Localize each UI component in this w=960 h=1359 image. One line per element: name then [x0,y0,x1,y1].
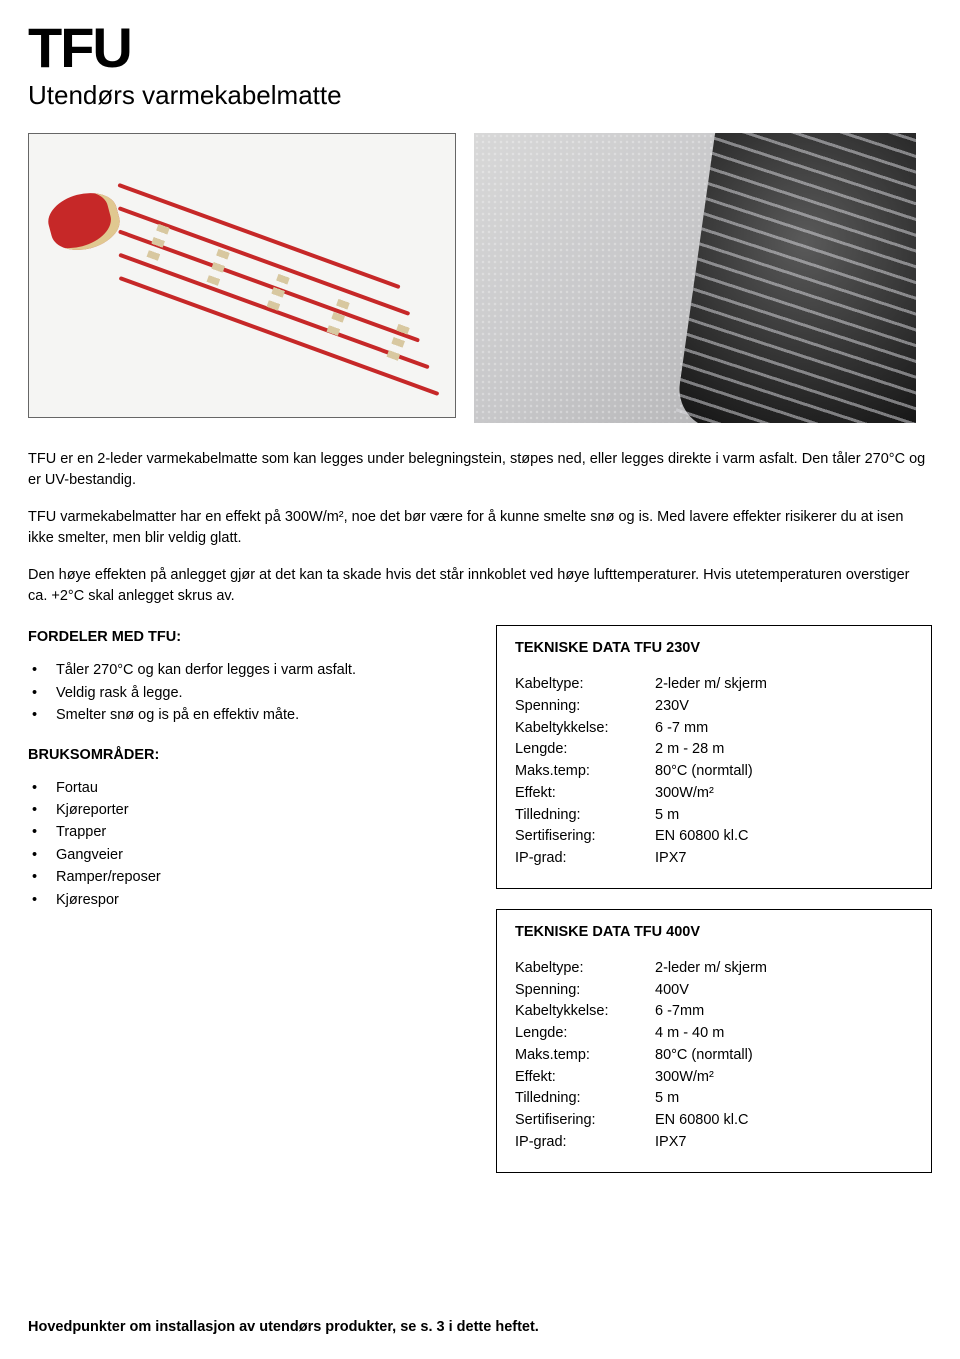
spec-value: 2-leder m/ skjerm [655,674,913,696]
spec-row: Maks.temp:80°C (normtall) [515,761,913,783]
spec-value: 400V [655,980,913,1002]
list-item: Tåler 270°C og kan derfor legges i varm … [56,659,468,681]
spec-label: Maks.temp: [515,761,655,783]
advantages-list: Tåler 270°C og kan derfor legges i varm … [28,659,468,726]
spec-row: Effekt:300W/m² [515,1067,913,1089]
spec-label: IP-grad: [515,848,655,870]
spec-value: 6 -7 mm [655,718,913,740]
spec-label: Kabeltype: [515,674,655,696]
list-item: Kjøreporter [56,799,468,821]
spec-value: 230V [655,696,913,718]
spec-label: Maks.temp: [515,1045,655,1067]
spec-row: Sertifisering:EN 60800 kl.C [515,826,913,848]
left-column: FORDELER MED TFU: Tåler 270°C og kan der… [28,625,468,1193]
spec-label: Sertifisering: [515,826,655,848]
list-item: Smelter snø og is på en effektiv måte. [56,704,468,726]
spec-value: IPX7 [655,848,913,870]
spec-label: Spenning: [515,980,655,1002]
spec-row: Kabeltype:2-leder m/ skjerm [515,674,913,696]
paragraph-3: Den høye effekten på anlegget gjør at de… [28,565,928,607]
usage-heading: BRUKSOMRÅDER: [28,747,468,763]
spec-label: Lengde: [515,739,655,761]
spec-label: Kabeltype: [515,958,655,980]
footer-note: Hovedpunkter om installasjon av utendørs… [28,1319,539,1335]
spec-value: 80°C (normtall) [655,1045,913,1067]
spec-rows-400v: Kabeltype:2-leder m/ skjermSpenning:400V… [515,958,913,1154]
spec-value: EN 60800 kl.C [655,826,913,848]
spec-value: 80°C (normtall) [655,761,913,783]
paragraph-1: TFU er en 2-leder varmekabelmatte som ka… [28,449,928,491]
spec-label: Tilledning: [515,1088,655,1110]
spec-label: Lengde: [515,1023,655,1045]
list-item: Veldig rask å legge. [56,682,468,704]
image-row [28,133,932,423]
spec-value: 4 m - 40 m [655,1023,913,1045]
spec-label: Effekt: [515,1067,655,1089]
list-item: Trapper [56,821,468,843]
two-column-layout: FORDELER MED TFU: Tåler 270°C og kan der… [28,625,932,1193]
spec-label: Spenning: [515,696,655,718]
brand-logo: TFU [28,20,932,76]
spec-value: 300W/m² [655,1067,913,1089]
spec-row: Kabeltykkelse:6 -7mm [515,1001,913,1023]
spec-row: Sertifisering:EN 60800 kl.C [515,1110,913,1132]
spec-row: Tilledning:5 m [515,805,913,827]
spec-value: IPX7 [655,1132,913,1154]
spec-label: Kabeltykkelse: [515,718,655,740]
spec-label: Effekt: [515,783,655,805]
list-item: Fortau [56,777,468,799]
right-column: TEKNISKE DATA TFU 230V Kabeltype:2-leder… [496,625,932,1193]
spec-row: IP-grad:IPX7 [515,1132,913,1154]
spec-value: 2-leder m/ skjerm [655,958,913,980]
spec-rows-230v: Kabeltype:2-leder m/ skjermSpenning:230V… [515,674,913,870]
spec-row: Tilledning:5 m [515,1088,913,1110]
product-image [28,133,456,418]
tech-data-230v-box: TEKNISKE DATA TFU 230V Kabeltype:2-leder… [496,625,932,889]
spec-label: Sertifisering: [515,1110,655,1132]
box-title-230v: TEKNISKE DATA TFU 230V [515,640,913,656]
spec-label: Kabeltykkelse: [515,1001,655,1023]
spec-row: Lengde:4 m - 40 m [515,1023,913,1045]
spec-row: Spenning:230V [515,696,913,718]
spec-value: EN 60800 kl.C [655,1110,913,1132]
spec-value: 5 m [655,1088,913,1110]
spec-row: Kabeltype:2-leder m/ skjerm [515,958,913,980]
spec-row: Lengde:2 m - 28 m [515,739,913,761]
spec-value: 2 m - 28 m [655,739,913,761]
spec-value: 300W/m² [655,783,913,805]
spec-row: Effekt:300W/m² [515,783,913,805]
list-item: Kjørespor [56,889,468,911]
spec-label: Tilledning: [515,805,655,827]
spec-value: 6 -7mm [655,1001,913,1023]
page-subtitle: Utendørs varmekabelmatte [28,80,932,111]
spec-row: Maks.temp:80°C (normtall) [515,1045,913,1067]
list-item: Gangveier [56,844,468,866]
spec-value: 5 m [655,805,913,827]
spec-row: IP-grad:IPX7 [515,848,913,870]
advantages-heading: FORDELER MED TFU: [28,629,468,645]
context-image [474,133,916,423]
spec-row: Kabeltykkelse:6 -7 mm [515,718,913,740]
tech-data-400v-box: TEKNISKE DATA TFU 400V Kabeltype:2-leder… [496,909,932,1173]
box-title-400v: TEKNISKE DATA TFU 400V [515,924,913,940]
paragraph-2: TFU varmekabelmatter har en effekt på 30… [28,507,928,549]
usage-list: Fortau Kjøreporter Trapper Gangveier Ram… [28,777,468,912]
spec-label: IP-grad: [515,1132,655,1154]
list-item: Ramper/reposer [56,866,468,888]
spec-row: Spenning:400V [515,980,913,1002]
